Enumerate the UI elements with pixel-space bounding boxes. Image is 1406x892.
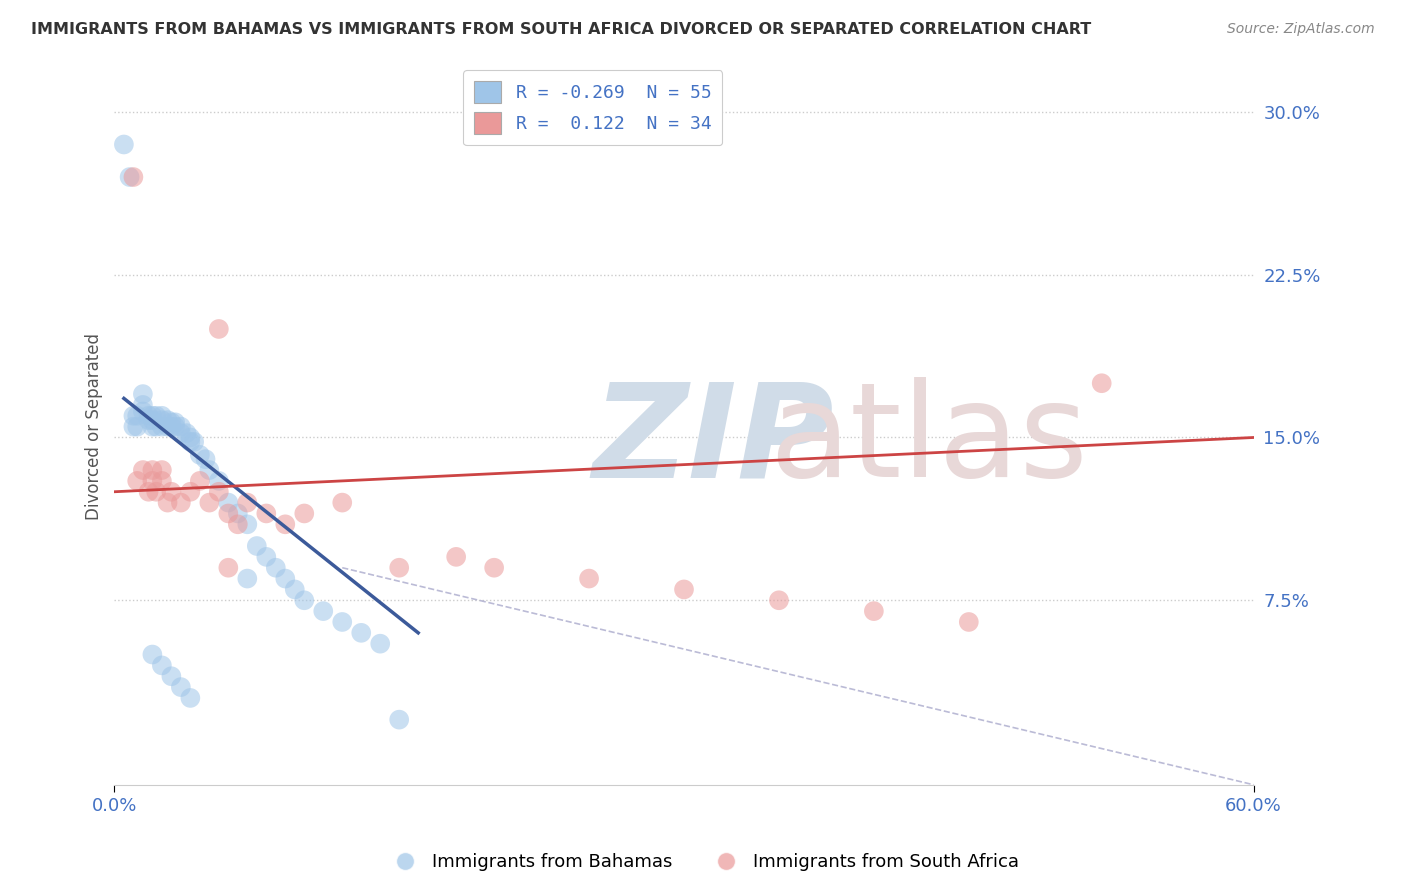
Point [188,474,211,488]
Point [863,604,886,618]
Point [132,463,155,477]
Point [179,430,201,444]
Point [112,137,135,152]
Text: IMMIGRANTS FROM BAHAMAS VS IMMIGRANTS FROM SOUTH AFRICA DIVORCED OR SEPARATED CO: IMMIGRANTS FROM BAHAMAS VS IMMIGRANTS FR… [31,22,1091,37]
Point [145,484,167,499]
Legend: Immigrants from Bahamas, Immigrants from South Africa: Immigrants from Bahamas, Immigrants from… [380,847,1026,879]
Point [482,560,505,574]
Point [138,484,160,499]
Point [246,539,269,553]
Point [312,604,335,618]
Point [170,419,193,434]
Point [330,615,353,629]
Point [350,625,373,640]
Point [127,419,149,434]
Point [122,419,145,434]
Point [145,419,167,434]
Point [141,413,163,427]
Point [284,582,307,597]
Point [127,409,149,423]
Point [768,593,790,607]
Point [122,409,145,423]
Point [150,413,173,427]
Point [138,413,160,427]
Point [254,507,277,521]
Point [330,495,353,509]
Point [1091,376,1114,391]
Point [194,452,217,467]
Point [141,463,163,477]
Point [236,495,259,509]
Point [188,448,211,462]
Point [208,322,231,336]
Point [132,404,155,418]
Point [156,413,179,427]
Point [368,637,391,651]
Point [292,593,315,607]
Point [198,463,221,477]
Point [578,572,600,586]
Point [141,648,163,662]
Point [179,690,201,705]
Point [254,549,277,564]
Point [957,615,980,629]
Point [176,426,198,441]
Point [179,434,201,449]
Point [170,426,193,441]
Text: Source: ZipAtlas.com: Source: ZipAtlas.com [1227,22,1375,37]
Point [160,484,183,499]
Point [208,474,231,488]
Point [236,517,259,532]
Point [141,409,163,423]
Point [217,507,239,521]
Point [444,549,467,564]
Point [150,474,173,488]
Point [226,507,249,521]
Point [217,560,239,574]
Point [150,409,173,423]
Point [165,415,187,429]
Point [274,517,297,532]
Point [274,572,297,586]
Point [138,409,160,423]
Legend: R = -0.269  N = 55, R =  0.122  N = 34: R = -0.269 N = 55, R = 0.122 N = 34 [464,70,723,145]
Point [165,419,187,434]
Point [388,713,411,727]
Point [141,474,163,488]
Y-axis label: Divorced or Separated: Divorced or Separated [86,333,103,520]
Point [160,419,183,434]
Point [236,572,259,586]
Point [118,169,141,184]
Point [226,517,249,532]
Point [170,680,193,694]
Point [160,415,183,429]
Point [156,419,179,434]
Point [150,463,173,477]
Point [132,398,155,412]
Point [208,484,231,499]
Point [672,582,695,597]
Point [179,484,201,499]
Point [388,560,411,574]
Point [150,658,173,673]
Text: atlas: atlas [769,377,1088,505]
Point [264,560,287,574]
Point [183,434,205,449]
Text: ZIP: ZIP [593,377,835,505]
Point [198,495,221,509]
Point [160,669,183,683]
Point [127,474,149,488]
Point [122,169,145,184]
Point [292,507,315,521]
Point [156,495,179,509]
Point [150,419,173,434]
Point [145,409,167,423]
Point [217,495,239,509]
Point [141,419,163,434]
Point [132,387,155,401]
Point [170,495,193,509]
